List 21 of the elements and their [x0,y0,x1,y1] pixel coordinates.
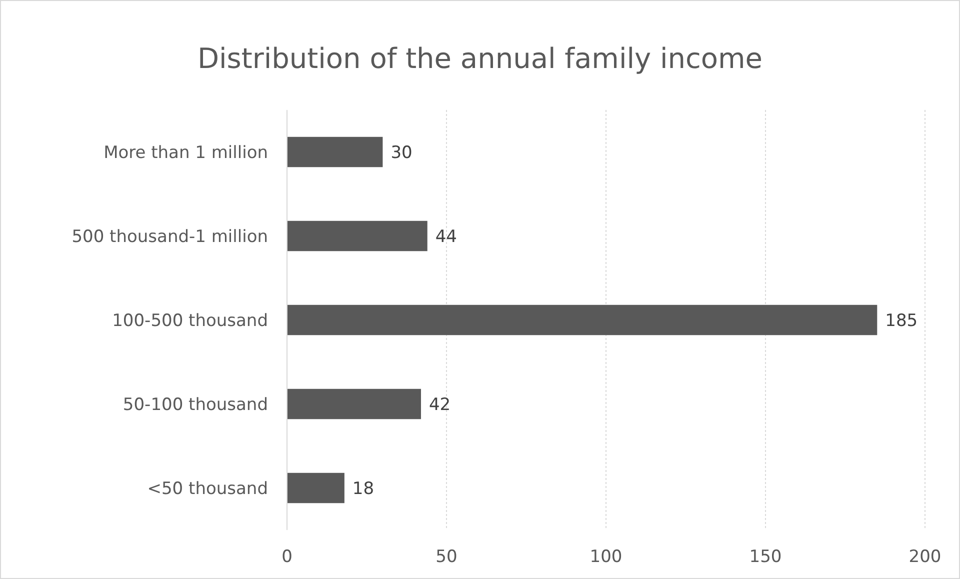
x-tick-label: 50 [436,547,458,567]
y-tick-label: <50 thousand [147,478,268,499]
data-label: 18 [352,478,374,499]
bar [287,472,344,504]
data-label: 44 [435,226,457,247]
x-tick-label: 0 [282,547,292,567]
bar [287,388,421,420]
x-tick-label: 150 [749,547,782,567]
data-label: 42 [428,394,451,415]
y-tick-label: 50-100 thousand [122,394,268,415]
y-tick-label: 500 thousand-1 million [72,226,268,247]
bar [287,304,878,336]
y-tick-label: 100-500 thousand [112,310,268,331]
bar [287,220,428,252]
y-tick-label: More than 1 million [104,142,268,163]
data-label: 30 [390,142,412,163]
bar [287,136,383,168]
x-tick-label: 100 [590,547,622,567]
data-label: 185 [885,310,918,331]
chart-title: Distribution of the annual family income [197,42,763,75]
x-tick-label: 200 [908,547,942,567]
